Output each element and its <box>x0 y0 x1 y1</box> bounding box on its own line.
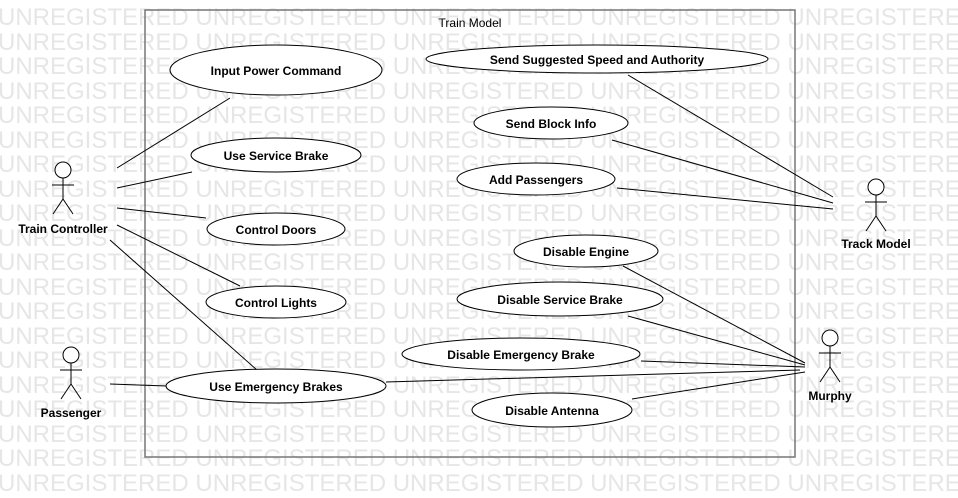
label-use-service-brake: Use Service Brake <box>224 149 329 163</box>
label-send-suggested-speed: Send Suggested Speed and Authority <box>490 53 705 67</box>
use-case-disable-engine[interactable] <box>513 234 659 268</box>
label-send-block-info: Send Block Info <box>506 117 597 131</box>
assoc-track-add-passengers <box>616 187 834 210</box>
assoc-track-block-info <box>611 139 834 204</box>
system-title: Train Model <box>439 16 502 30</box>
use-case-use-emergency-brakes[interactable] <box>165 368 387 404</box>
actor-train-controller-icon[interactable] <box>52 161 74 215</box>
assoc-tc-service-brake <box>116 171 193 189</box>
actor-passenger-label: Passenger <box>41 406 102 420</box>
assoc-murphy-disable-service-brake <box>627 315 806 366</box>
label-control-doors: Control Doors <box>236 223 317 237</box>
use-case-disable-service-brake[interactable] <box>456 281 664 317</box>
label-use-emergency-brakes: Use Emergency Brakes <box>209 380 343 394</box>
assoc-murphy-disable-engine <box>622 265 806 364</box>
label-control-lights: Control Lights <box>235 296 317 310</box>
actor-murphy-icon[interactable] <box>819 329 841 383</box>
assoc-murphy-disable-emergency-brake <box>640 360 806 368</box>
label-disable-service-brake: Disable Service Brake <box>497 293 623 307</box>
assoc-tc-control-lights <box>116 224 241 287</box>
assoc-track-suggested-speed <box>627 74 834 198</box>
actor-passenger-icon[interactable] <box>60 346 82 400</box>
actor-track-model-icon[interactable] <box>865 178 887 232</box>
assoc-murphy-emergency-brakes <box>385 369 801 383</box>
label-disable-emergency-brake: Disable Emergency Brake <box>447 348 595 362</box>
actor-train-controller-label: Train Controller <box>18 222 108 236</box>
associations <box>109 74 834 400</box>
use-case-control-lights[interactable] <box>205 285 347 319</box>
actor-murphy-label: Murphy <box>808 389 852 403</box>
use-case-disable-antenna[interactable] <box>471 392 633 428</box>
label-input-power-command: Input Power Command <box>211 64 342 78</box>
use-case-add-passengers[interactable] <box>456 162 616 196</box>
use-case-send-suggested-speed[interactable] <box>425 44 769 74</box>
label-disable-engine: Disable Engine <box>543 245 629 259</box>
use-case-disable-emergency-brake[interactable] <box>401 337 641 371</box>
assoc-passenger-emergency-brakes <box>109 383 168 387</box>
assoc-murphy-disable-antenna <box>631 371 806 400</box>
use-case-send-block-info[interactable] <box>473 106 629 140</box>
label-disable-antenna: Disable Antenna <box>505 404 599 418</box>
use-case-input-power-command[interactable] <box>169 44 383 96</box>
actor-track-model-label: Track Model <box>841 237 910 251</box>
assoc-tc-control-doors <box>116 207 207 219</box>
use-case-control-doors[interactable] <box>206 212 346 246</box>
assoc-tc-emergency-brakes <box>109 239 258 371</box>
assoc-tc-input-power <box>116 97 231 169</box>
label-add-passengers: Add Passengers <box>489 173 583 187</box>
system-boundary <box>144 9 796 458</box>
use-case-use-service-brake[interactable] <box>190 137 362 173</box>
